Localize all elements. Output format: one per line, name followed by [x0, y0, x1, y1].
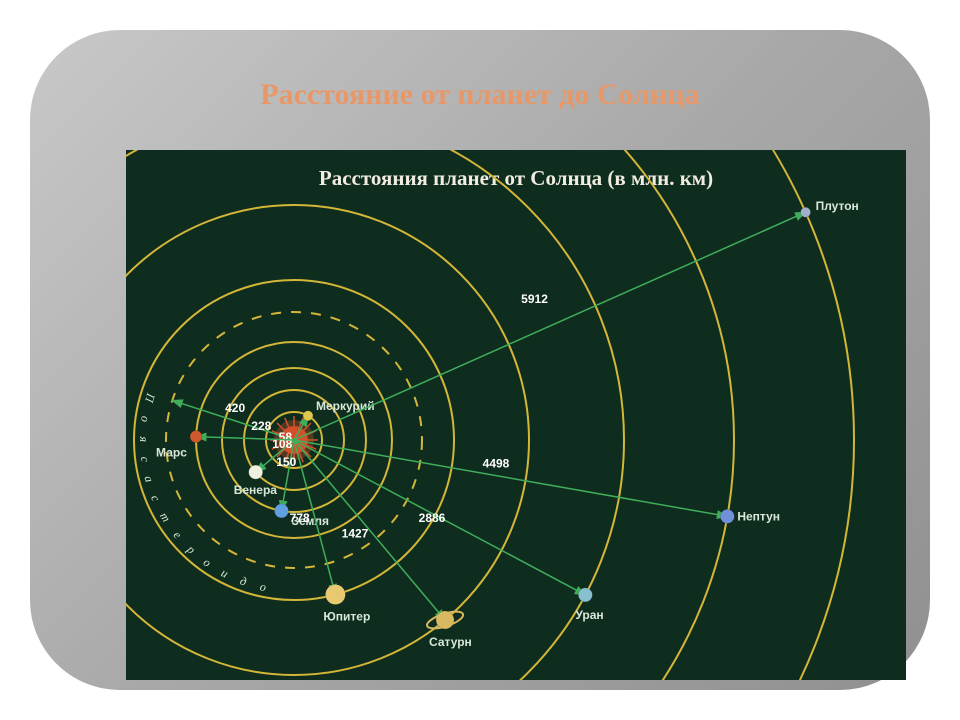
planet-Марс	[190, 431, 202, 443]
planet-Меркурий	[303, 411, 313, 421]
distance-label: 4498	[483, 456, 510, 470]
diagram-panel: Расстояния планет от Солнца (в млн. км) …	[126, 150, 906, 680]
distance-arrow	[294, 212, 806, 440]
distance-label: 5912	[521, 292, 548, 306]
distance-label: 778	[290, 511, 310, 525]
planet-label: Нептун	[737, 509, 780, 523]
distance-arrow	[294, 440, 445, 620]
planet-Сатурн	[425, 608, 465, 632]
distance-label: 1427	[342, 527, 369, 541]
distance-label: 228	[251, 419, 271, 433]
distance-arrow	[294, 440, 727, 516]
planet-label: Юпитер	[323, 610, 370, 624]
distance-label: 150	[276, 455, 296, 469]
planet-Юпитер	[325, 585, 345, 605]
slide-title: Расстояние от планет до Солнца	[30, 78, 930, 112]
planet-label: Плутон	[816, 199, 859, 213]
planet-Земля	[274, 504, 288, 518]
solar-system-diagram: П о я с а с т е р о и д о в42058Меркурий…	[126, 150, 906, 680]
planet-label: Уран	[575, 608, 603, 622]
distance-label: 2886	[419, 511, 446, 525]
planet-Нептун	[720, 509, 734, 523]
orbit-ring	[126, 150, 624, 680]
planet-Венера	[249, 465, 263, 479]
slide-frame: Расстояние от планет до Солнца Расстояни…	[30, 30, 930, 690]
planet-label: Сатурн	[429, 635, 472, 649]
planet-label: Меркурий	[316, 399, 375, 413]
distance-label-belt: 420	[225, 401, 245, 415]
planet-Плутон	[801, 207, 811, 217]
planet-label: Марс	[156, 446, 187, 460]
planet-Уран	[578, 588, 592, 602]
orbit-ring	[126, 205, 529, 675]
planet-label: Венера	[234, 483, 278, 497]
